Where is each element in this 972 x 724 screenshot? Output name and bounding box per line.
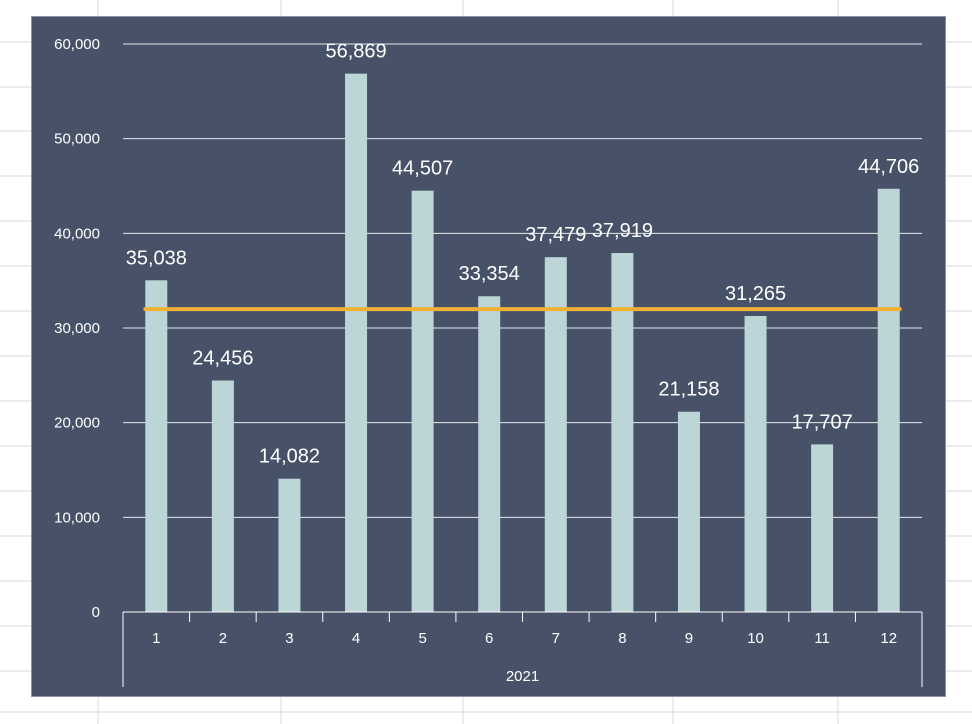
x-tick-label: 11: [814, 630, 830, 647]
data-label: 14,082: [259, 446, 320, 468]
data-label: 56,869: [325, 41, 386, 63]
bar[interactable]: [411, 190, 434, 613]
x-tick-label: 4: [352, 630, 360, 647]
y-tick-label: 60,000: [54, 36, 100, 53]
bar[interactable]: [744, 316, 767, 612]
data-label: 44,507: [392, 158, 453, 180]
y-tick-label: 30,000: [54, 320, 100, 337]
bar[interactable]: [278, 478, 301, 612]
bar[interactable]: [345, 73, 368, 612]
data-label: 37,919: [592, 220, 653, 242]
x-tick-label: 6: [485, 630, 493, 647]
data-label: 24,456: [192, 347, 253, 369]
bar[interactable]: [478, 296, 501, 612]
x-tick-label: 9: [685, 630, 693, 647]
x-tick-label: 12: [880, 630, 897, 647]
data-label: 21,158: [658, 379, 719, 401]
data-label: 31,265: [725, 283, 786, 305]
x-tick-label: 1: [152, 630, 160, 647]
bar[interactable]: [211, 380, 234, 612]
y-tick-label: 40,000: [54, 225, 100, 242]
x-tick-label: 5: [418, 630, 426, 647]
chart-area[interactable]: 0 10,000 20,000 30,000 40,000 50,000 60,000 35,…: [31, 16, 946, 697]
x-tick-label: 2: [219, 630, 227, 647]
y-tick-label: 10,000: [54, 509, 100, 526]
bar[interactable]: [544, 257, 567, 612]
x-tick-label: 8: [618, 630, 626, 647]
x-tick-label: 3: [285, 630, 293, 647]
x-tick-label: 7: [552, 630, 560, 647]
bar[interactable]: [677, 411, 700, 612]
bar[interactable]: [145, 280, 168, 612]
data-label: 44,706: [858, 156, 919, 178]
data-label: 37,479: [525, 224, 586, 246]
bar[interactable]: [611, 253, 634, 613]
y-tick-label: 20,000: [54, 415, 100, 432]
x-tick-label: 10: [747, 630, 764, 647]
data-label: 17,707: [792, 411, 853, 433]
y-tick-label: 50,000: [54, 131, 100, 148]
x-group-label: 2021: [506, 668, 539, 685]
y-tick-label: 0: [92, 604, 100, 621]
bar[interactable]: [877, 188, 900, 612]
bar-chart: 0 10,000 20,000 30,000 40,000 50,000 60,000 35,…: [54, 36, 923, 687]
bar[interactable]: [811, 444, 834, 612]
data-label: 35,038: [126, 247, 187, 269]
data-label: 33,354: [459, 263, 520, 285]
